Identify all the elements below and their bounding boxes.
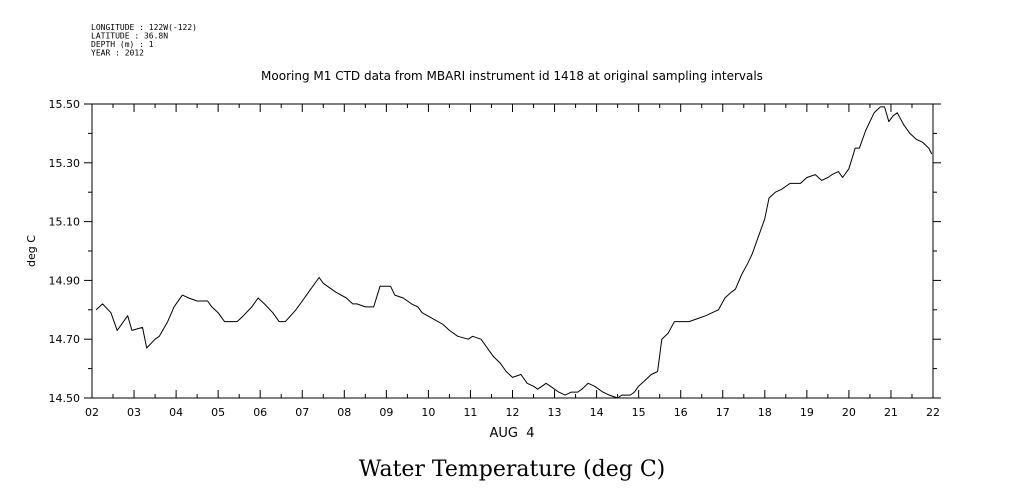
- data-line-group: [95, 106, 933, 399]
- x-tick-label: 20: [842, 406, 856, 419]
- x-tick-label: 16: [674, 406, 688, 419]
- header-line: YEAR : 2012: [91, 49, 144, 58]
- x-tick-label: 09: [379, 406, 393, 419]
- y-tick-label: 14.90: [49, 274, 81, 287]
- header-line: DEPTH (m) : 1: [91, 40, 154, 49]
- x-tick-label: 05: [211, 406, 225, 419]
- x-tick-label: 21: [884, 406, 898, 419]
- x-tick-label: 22: [926, 406, 940, 419]
- bottom-caption: Water Temperature (deg C): [359, 457, 666, 482]
- x-tick-label: 11: [463, 406, 477, 419]
- x-tick-label: 07: [295, 406, 309, 419]
- x-tick-label: 02: [85, 406, 99, 419]
- y-tick-label: 15.30: [49, 157, 81, 170]
- y-tick-label: 14.70: [49, 333, 81, 346]
- x-tick-label: 03: [127, 406, 141, 419]
- x-tick-label: 10: [421, 406, 435, 419]
- x-tick-label: 15: [632, 406, 646, 419]
- x-tick-label: 12: [506, 406, 520, 419]
- x-tick-label: 19: [800, 406, 814, 419]
- x-tick-label: 17: [716, 406, 730, 419]
- y-tick-label: 15.50: [49, 98, 81, 111]
- metadata-header: LONGITUDE : 122W(-122)LATITUDE : 36.8NDE…: [91, 23, 197, 58]
- x-tick-label: 14: [590, 406, 604, 419]
- x-tick-label: 04: [169, 406, 183, 419]
- axis-ticks: 02 03 04 05 06 07 08 09 10 11 12 13 14 15 16 17 18 19 20 21…: [49, 98, 941, 419]
- chart-title: Mooring M1 CTD data from MBARI instrumen…: [261, 69, 763, 83]
- header-line: LATITUDE : 36.8N: [91, 32, 168, 41]
- y-axis-label: deg C: [25, 235, 38, 267]
- x-tick-label: 08: [337, 406, 351, 419]
- y-tick-label: 14.50: [49, 392, 81, 405]
- x-tick-label: 18: [758, 406, 772, 419]
- header-line: LONGITUDE : 122W(-122): [91, 23, 197, 32]
- x-axis-label: AUG 4: [489, 426, 534, 441]
- series-line: [95, 106, 933, 399]
- y-tick-label: 15.10: [49, 216, 81, 229]
- plot-frame: [91, 103, 934, 399]
- x-tick-label: 06: [253, 406, 267, 419]
- x-tick-label: 13: [548, 406, 562, 419]
